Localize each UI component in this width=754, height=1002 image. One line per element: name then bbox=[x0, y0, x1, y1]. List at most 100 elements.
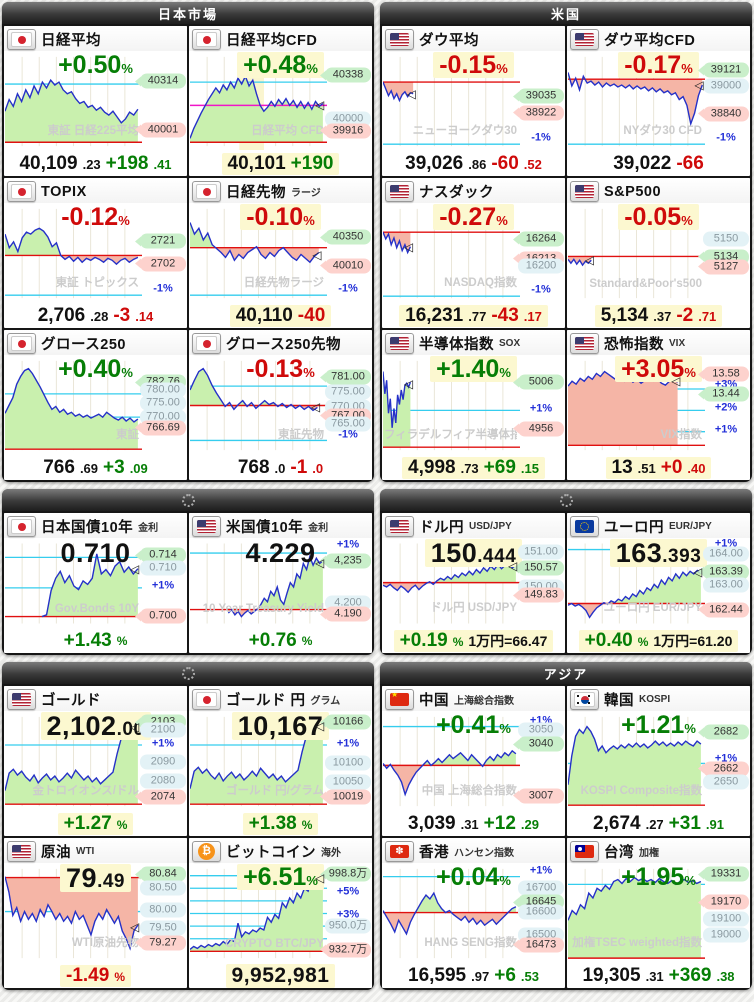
flag-button[interactable] bbox=[7, 181, 36, 202]
market-card[interactable]: 恐怖指数 VIX +3.05% ◁ VIX指数 13.58 +3% 13.44 +2% +1… bbox=[567, 330, 750, 480]
price-change: -43 bbox=[491, 305, 519, 326]
market-card[interactable]: ダウ平均CFD -0.17% ◁ NYダウ30 CFD 39121 39000 3884… bbox=[567, 26, 750, 176]
market-card[interactable]: 日経平均CFD +0.48% ◁ 日経平均 CFD 40338 40000 39916 … bbox=[189, 26, 372, 176]
flag-button[interactable] bbox=[7, 841, 36, 862]
market-card[interactable]: ナスダック -0.27%◁ NASDAQ指数162641621316200-1%… bbox=[382, 178, 565, 328]
flag-button[interactable] bbox=[192, 516, 221, 537]
price-tag: 39121 bbox=[703, 62, 749, 78]
market-card[interactable]: 米国債10年 金利 4.229 ◁ 10 Year Treasury Yield +… bbox=[189, 513, 372, 653]
market-card[interactable]: 香港 ハンセン指数 +0.04% HANG SENG指数+1%167001664… bbox=[382, 838, 565, 988]
market-card[interactable]: ゴールド 2,102.00 ◁ 金トロイオンス/ドル 2103 2100 +1% 2090… bbox=[4, 686, 187, 836]
instrument-subtitle: グラム bbox=[310, 696, 341, 707]
market-card[interactable]: 日本国債10年 金利 0.710 ◁ Gov.Bonds 10Y 0.714 0.71… bbox=[4, 513, 187, 653]
footer-percent: +1.38 bbox=[248, 813, 297, 834]
flag-button[interactable] bbox=[192, 29, 221, 50]
loading-spinner-icon bbox=[181, 493, 195, 507]
market-card[interactable]: TOPIX -0.12% 東証 トピックス 2721 2702 -1% 2,706.2… bbox=[4, 178, 187, 328]
flag-button[interactable] bbox=[385, 689, 414, 710]
price-tag: 998.8万 bbox=[325, 866, 371, 882]
card-header: 恐怖指数 VIX bbox=[567, 330, 750, 355]
flag-button[interactable] bbox=[570, 841, 599, 862]
jp-flag-icon bbox=[196, 692, 217, 707]
price-tag: 79.50 bbox=[140, 920, 186, 936]
market-card[interactable]: 日経平均 +0.50% 東証 日経225平均 40314 40001 40,109.… bbox=[4, 26, 187, 176]
sparkline-chart bbox=[568, 713, 705, 810]
instrument-subtitle: 上海総合指数 bbox=[454, 696, 514, 707]
flag-button[interactable] bbox=[192, 841, 221, 862]
flag-button[interactable] bbox=[192, 689, 221, 710]
market-card[interactable]: ドル円 USD/JPY 150.444 ◁ ドル円 USD/JPY 151.00 15… bbox=[382, 513, 565, 653]
price-tag: 19170 bbox=[703, 894, 749, 910]
market-card[interactable]: 韓国 KOSPI +1.21% KOSPI Composite指数 2682 +1%… bbox=[567, 686, 750, 836]
value-row: 768.0 -1.0 bbox=[237, 457, 324, 478]
flag-button[interactable] bbox=[7, 516, 36, 537]
chart-area: 10,167 ◁ ゴールド 円/グラム 10166 +1% 10100 10050 1001… bbox=[189, 711, 372, 812]
price-tag: 2650 bbox=[703, 774, 749, 790]
chart-area: +1.40%◁ フィラデルフィア半導体指数 5006 +1% 4956 bbox=[382, 355, 565, 456]
flag-button[interactable] bbox=[385, 29, 414, 50]
market-card[interactable]: 半導体指数 SOX +1.40%◁ フィラデルフィア半導体指数 5006 +1% 49… bbox=[382, 330, 565, 480]
flag-button[interactable] bbox=[192, 181, 221, 202]
watermark: フィラデルフィア半導体指数 bbox=[384, 429, 517, 441]
market-card[interactable]: グロース250 +0.40% 東証 782.76 780.00 775.00 770.0… bbox=[4, 330, 187, 480]
instrument-subtitle: 金利 bbox=[138, 523, 159, 534]
flag-button[interactable] bbox=[570, 29, 599, 50]
last-price: 40,101 bbox=[227, 153, 286, 174]
big-value: 0.710 bbox=[60, 538, 131, 568]
percent-level-label: +1% bbox=[336, 538, 360, 551]
flag-button[interactable] bbox=[570, 181, 599, 202]
price-tag: 80.00 bbox=[140, 902, 186, 918]
flag-button[interactable] bbox=[385, 516, 414, 537]
market-card[interactable]: 原油 WTI 79.49 ◁ WTI原油先物 80.84 80.50 80.00 79.5… bbox=[4, 838, 187, 988]
price-change: -40 bbox=[297, 305, 326, 326]
flag-button[interactable] bbox=[570, 333, 599, 354]
flag-button[interactable] bbox=[385, 841, 414, 862]
market-card[interactable]: 中国 上海総合指数 +0.41% 中国 上海総合指数+1%30503040300… bbox=[382, 686, 565, 836]
current-price-marker: ◁ bbox=[315, 555, 325, 570]
current-price-marker: ◁ bbox=[130, 561, 140, 576]
instrument-name: 恐怖指数 bbox=[604, 337, 664, 353]
value-row: 4,998.73 +69.15 bbox=[382, 456, 565, 480]
last-price: 40,109 bbox=[19, 153, 78, 174]
market-card[interactable]: 日経先物 ラージ -0.10% ◁ 日経先物ラージ 40350 40010 -1% 40… bbox=[189, 178, 372, 328]
percent-change: +3.05% bbox=[567, 355, 750, 383]
percent-level-label: +1% bbox=[529, 402, 553, 415]
market-card[interactable]: S&P500 -0.05% ◁ Standard&Poor's500 5150 513… bbox=[567, 178, 750, 328]
card-header: ダウ平均 bbox=[382, 26, 565, 51]
price-tag: 2682 bbox=[703, 724, 749, 740]
market-card[interactable]: ビットコイン 海外 +6.51%◁ CRYPTO BTC/JPY 998.8万 +5… bbox=[189, 838, 372, 988]
market-card[interactable]: ダウ平均 -0.15% ◁ ニューヨークダウ30 39035 38922 -1% 39,… bbox=[382, 26, 565, 176]
market-card[interactable]: ゴールド 円 グラム 10,167 ◁ ゴールド 円/グラム 10166 +1% 101… bbox=[189, 686, 372, 836]
big-value: 4.229 bbox=[245, 538, 316, 568]
us-flag-icon bbox=[12, 845, 31, 858]
price-change: +31 bbox=[668, 813, 701, 834]
price-tag: 932.7万 bbox=[325, 942, 371, 958]
market-card[interactable]: 台湾 加権 +1.95% 加権TSEC weighted指数 19331 19170… bbox=[567, 838, 750, 988]
flag-button[interactable] bbox=[570, 689, 599, 710]
last-price: 16,231 bbox=[405, 305, 464, 326]
price-tag: 781.00 bbox=[325, 369, 371, 385]
instrument-subtitle: WTI bbox=[76, 846, 95, 857]
flag-button[interactable] bbox=[7, 689, 36, 710]
footer-percent: +0.76 bbox=[248, 630, 297, 651]
jp-flag-icon bbox=[11, 519, 32, 534]
market-card[interactable]: ユーロ円 EUR/JPY 163.393 ◁ ユーロ円 EUR/JPY +1% 164… bbox=[567, 513, 750, 653]
flag-button[interactable] bbox=[385, 333, 414, 354]
flag-button[interactable] bbox=[192, 333, 221, 354]
current-price-marker: ◁ bbox=[671, 374, 681, 389]
chart-area: -0.13% ◁ 東証先物 781.00 775.00 770.00 767.00 765.… bbox=[189, 355, 372, 456]
instrument-name: 韓国 bbox=[604, 693, 634, 709]
current-price-marker: ◁ bbox=[310, 400, 321, 415]
current-price-marker: ◁ bbox=[312, 248, 322, 263]
right-column: 米国 ダウ平均 -0.15% ◁ ニューヨークダウ30 39035 38922 -1% … bbox=[380, 2, 752, 990]
flag-button[interactable] bbox=[7, 29, 36, 50]
market-card[interactable]: グロース250先物 -0.13% ◁ 東証先物 781.00 775.00 770.00… bbox=[189, 330, 372, 480]
flag-button[interactable] bbox=[7, 333, 36, 354]
flag-button[interactable] bbox=[570, 516, 599, 537]
current-price-marker: ◁ bbox=[315, 718, 325, 733]
value-row: +0.40% 1万円=61.20 bbox=[567, 629, 750, 653]
price-tag: 2100 bbox=[140, 722, 186, 738]
price-tag: 40010 bbox=[325, 258, 371, 274]
last-price: 16,595 bbox=[408, 965, 467, 986]
flag-button[interactable] bbox=[385, 181, 414, 202]
